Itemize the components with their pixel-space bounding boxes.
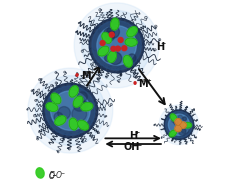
Text: OH: OH — [124, 143, 140, 152]
Ellipse shape — [127, 27, 137, 37]
Circle shape — [168, 114, 190, 135]
Ellipse shape — [102, 33, 111, 43]
Circle shape — [180, 122, 186, 128]
Circle shape — [58, 107, 70, 119]
Circle shape — [172, 118, 177, 123]
Text: $^-$: $^-$ — [59, 171, 65, 177]
Circle shape — [105, 31, 114, 41]
Circle shape — [54, 112, 63, 121]
Text: H: H — [156, 42, 164, 52]
Circle shape — [166, 112, 192, 138]
Ellipse shape — [73, 96, 83, 107]
Text: $\mathdefault{\~{}}$: $\mathdefault{\~{}}$ — [50, 167, 54, 177]
Circle shape — [109, 32, 114, 37]
Circle shape — [97, 26, 136, 65]
Text: O: O — [49, 172, 55, 181]
Text: O: O — [56, 170, 62, 180]
Circle shape — [178, 115, 182, 120]
Circle shape — [107, 26, 119, 38]
Ellipse shape — [111, 18, 119, 30]
Circle shape — [73, 99, 86, 111]
Circle shape — [89, 18, 144, 73]
Ellipse shape — [108, 51, 116, 63]
Ellipse shape — [170, 114, 177, 121]
Circle shape — [77, 92, 87, 102]
Circle shape — [74, 3, 159, 88]
Text: n+: n+ — [85, 70, 95, 75]
Circle shape — [163, 108, 195, 141]
Circle shape — [82, 11, 151, 80]
Circle shape — [181, 126, 189, 134]
Circle shape — [92, 21, 141, 70]
Circle shape — [183, 117, 187, 121]
Circle shape — [164, 110, 194, 139]
Circle shape — [128, 54, 136, 62]
Circle shape — [179, 128, 186, 135]
Circle shape — [174, 121, 178, 125]
Ellipse shape — [78, 120, 88, 130]
Circle shape — [50, 91, 90, 130]
Circle shape — [122, 46, 127, 51]
Circle shape — [115, 46, 120, 51]
Circle shape — [175, 119, 181, 125]
Ellipse shape — [46, 103, 58, 111]
Text: M: M — [81, 71, 90, 81]
Text: H: H — [129, 131, 137, 140]
Ellipse shape — [69, 118, 77, 130]
Circle shape — [28, 68, 113, 153]
Text: C: C — [49, 171, 55, 180]
Circle shape — [81, 101, 88, 108]
Text: −: − — [137, 142, 142, 147]
Circle shape — [100, 41, 105, 46]
Ellipse shape — [125, 38, 137, 46]
Circle shape — [104, 28, 114, 39]
Ellipse shape — [169, 130, 177, 137]
Circle shape — [105, 55, 112, 62]
Ellipse shape — [183, 122, 191, 128]
Circle shape — [46, 86, 95, 135]
Ellipse shape — [51, 93, 61, 104]
Text: +: + — [135, 130, 140, 135]
Ellipse shape — [123, 55, 132, 67]
Ellipse shape — [98, 46, 109, 56]
Circle shape — [36, 76, 105, 145]
Text: n+: n+ — [143, 78, 152, 83]
Ellipse shape — [36, 168, 44, 178]
Ellipse shape — [69, 86, 78, 97]
Ellipse shape — [81, 102, 93, 111]
Circle shape — [72, 107, 87, 121]
Text: +: + — [160, 41, 166, 46]
Circle shape — [159, 105, 199, 145]
Circle shape — [43, 83, 98, 138]
Text: •: • — [74, 71, 80, 81]
Text: •: • — [131, 79, 137, 88]
Circle shape — [111, 46, 116, 51]
Ellipse shape — [55, 116, 66, 125]
Text: M: M — [138, 79, 148, 88]
Circle shape — [118, 37, 123, 42]
Circle shape — [175, 125, 181, 132]
Circle shape — [109, 52, 122, 65]
